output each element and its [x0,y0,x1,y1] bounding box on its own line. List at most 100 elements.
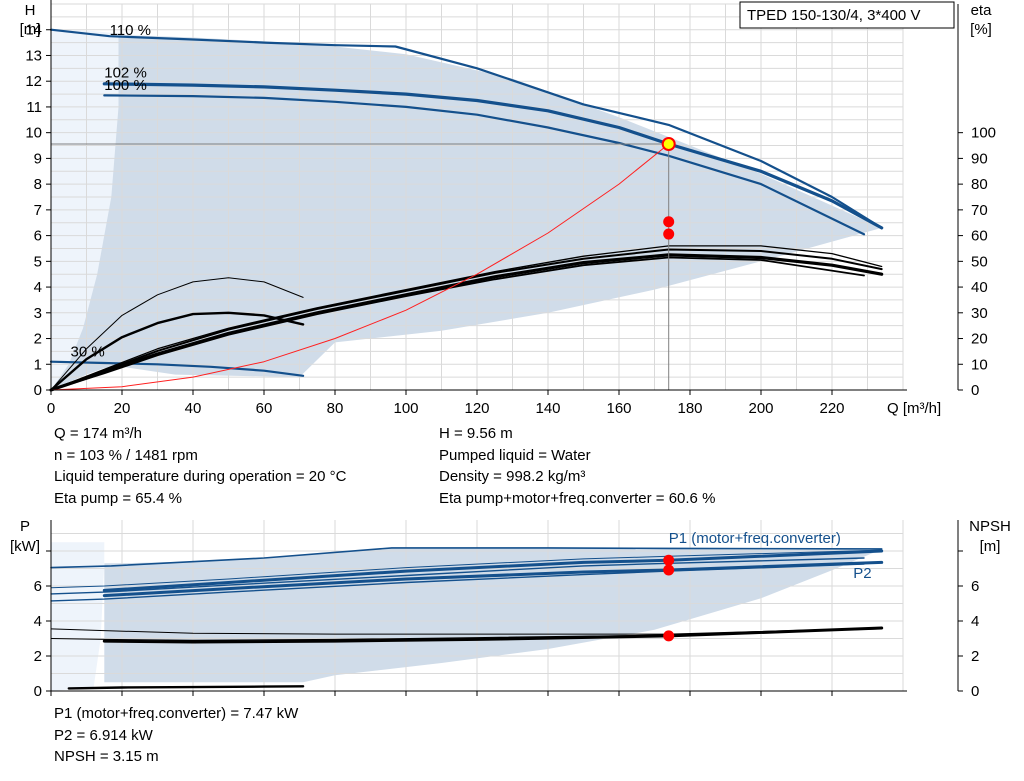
tick-label-right: 70 [971,202,988,219]
tick-label-x: 160 [606,400,631,417]
power-point-marker [663,564,675,576]
curve-110 [49,28,883,229]
top-curves [49,28,884,392]
series-label-p1-motor-freq-converter: P1 (motor+freq.converter) [669,530,841,547]
curve-eta-thin-110 [50,245,883,391]
tick-label-right: 30 [971,305,988,322]
tick-label-x: 80 [327,400,344,417]
info-density: Density = 998.2 kg/m³ [439,468,586,485]
curve-npsh-bold [102,626,884,644]
y-axis-unit-right-bottom: [m] [980,538,1001,555]
curve-eta-110-upper [50,248,883,391]
tick-label-left: 4 [34,279,42,296]
top-axes [46,0,963,395]
curve-eta-bold-102 [49,253,884,392]
tick-label-left-bottom: 2 [34,648,42,665]
x-axis-label: Q [m³/h] [887,400,941,417]
info-eta-total: Eta pump+motor+freq.converter = 60.6 % [439,489,716,507]
bottom-curves [50,547,884,690]
tick-label-left: 8 [34,176,42,193]
tick-label-left-bottom: 4 [34,613,42,630]
speed-label: 102 % [104,64,147,81]
info-npsh: NPSH = 3.15 m [54,748,159,765]
info-block-bottom: P1 (motor+freq.converter) = 7.47 kW P2 =… [54,703,298,768]
title-box: TPED 150-130/4, 3*400 V [739,1,955,29]
tick-label-right: 100 [971,125,996,142]
tick-label-right: 50 [971,253,988,270]
tick-label-right: 80 [971,176,988,193]
info-head: H = 9.56 m [439,425,513,442]
curve-eta-thin-low [50,277,304,391]
y-axis-label-left-bottom: P [20,518,30,535]
tick-label-left: 1 [34,356,42,373]
info-p2: P2 = 6.914 kW [54,726,153,744]
tick-label-right: 20 [971,331,988,348]
tick-label-left: 6 [34,228,42,245]
tick-label-left: 3 [34,305,42,322]
tick-label-right: 10 [971,356,988,373]
info-speed: n = 103 % / 1481 rpm [54,446,198,464]
tick-label-left: 9 [34,150,42,167]
curve-eta-100 [50,256,865,391]
tick-label-x: 100 [393,400,418,417]
tick-label-left: 11 [26,99,42,116]
info-liquid-temperature: Liquid temperature during operation = 20… [54,468,347,485]
tick-label-x: 20 [114,400,131,417]
tick-label-left: 14 [25,22,42,39]
curve-102 [102,82,884,230]
curve-eta-bold-low [49,311,305,392]
tick-label-right-bottom: 2 [971,648,979,665]
info-flow: Q = 174 m³/h [54,425,142,442]
tick-label-right: 90 [971,150,988,167]
bottom-labels: 0 2 4 6 0 2 4 6 P [kW] NPSH [m] P1 (motor+freq.conve… [10,518,1011,700]
top-labels: 0123456789101112131401020304050607080901… [20,2,996,417]
power-point-marker [663,630,675,642]
tick-label-right-bottom: 0 [971,683,979,700]
tick-label-left: 12 [25,73,42,90]
tick-label-x: 140 [535,400,560,417]
low-flow-region-bottom [51,542,105,691]
tick-label-x: 0 [47,400,55,417]
tick-label-left: 5 [34,253,42,270]
curve-system-curve [50,143,670,391]
tick-label-left-bottom: 6 [34,578,42,595]
info-p1: P1 (motor+freq.converter) = 7.47 kW [54,705,299,722]
y-axis-unit-right: [%] [970,21,992,38]
curve-p1-102 [102,549,884,592]
title-box-text: TPED 150-130/4, 3*400 V [747,7,920,24]
speed-label: 30 % [71,344,105,361]
tick-label-right-bottom: 6 [971,578,979,595]
series-label-p2: P2 [853,565,871,582]
tick-label-right: 0 [971,382,979,399]
speed-label: 110 % [110,22,151,39]
info-block-right: H = 9.56 m Pumped liquid = Water Density… [439,423,715,509]
tick-label-x: 40 [185,400,202,417]
info-block-left: Q = 174 m³/h n = 103 % / 1481 rpm Liquid… [54,423,346,509]
y-axis-unit-left: [m] [20,21,41,38]
tick-label-left: 0 [34,382,42,399]
y-axis-label-right-bottom: NPSH [969,518,1011,535]
tick-label-x: 220 [819,400,844,417]
info-eta-pump: Eta pump = 65.4 % [54,489,182,507]
bottom-axes [46,520,963,696]
curve-npsh-30 [67,685,305,690]
tick-label-x: 200 [748,400,773,417]
tick-label-left: 10 [25,125,42,142]
curve-30 [49,360,305,377]
tick-label-left: 2 [34,331,42,348]
tick-label-x: 180 [677,400,702,417]
info-pumped-liquid: Pumped liquid = Water [439,446,591,464]
tick-label-x: 60 [256,400,273,417]
curve-p1-110 [50,547,883,569]
y-axis-label-right: eta [971,2,993,19]
curve-p2-102 [102,560,884,598]
y-axis-label-left: H [25,2,36,19]
power-point-marker [663,554,675,566]
tick-label-left: 13 [25,47,42,64]
eta-point-marker [663,228,675,240]
eta-point-marker [663,216,675,228]
tick-label-right: 60 [971,228,988,245]
tick-label-right-bottom: 4 [971,613,979,630]
speed-label: 100 % [104,77,147,94]
